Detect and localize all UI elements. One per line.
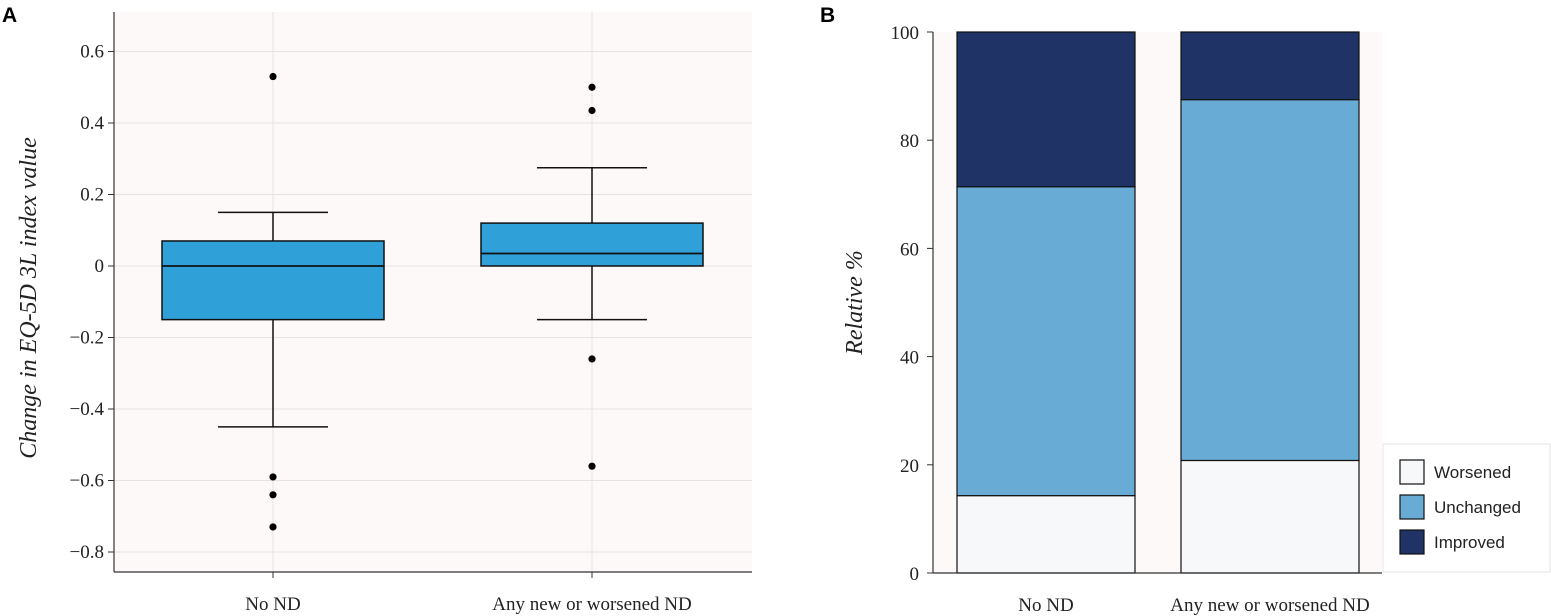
legend-label-improved: Improved: [1434, 533, 1505, 552]
boxplot-boxes: [161, 72, 704, 531]
legend-swatch-worsened: [1399, 459, 1425, 485]
outlier-point-2: [269, 491, 277, 499]
boxplot-axes: [113, 12, 752, 573]
panel-a-label: A: [2, 4, 17, 27]
y-tick-label-1: 0.4: [80, 113, 104, 134]
x-tick-label-any-new-or-worsened-nd: Any new or worsened ND: [1170, 595, 1369, 616]
outlier-point-1: [269, 473, 277, 481]
y-tick-label-7: −0.8: [70, 542, 104, 563]
y-tick-label-2: 0.2: [80, 185, 104, 206]
panel-b-label: B: [820, 4, 835, 27]
legend-swatch-unchanged: [1399, 494, 1425, 520]
y-tick-label-4: −0.2: [70, 328, 104, 349]
stacked-bar-y-axis-title: Relative %: [842, 250, 868, 356]
y-tick-label-6: −0.6: [70, 471, 104, 492]
legend-label-unchanged: Unchanged: [1434, 498, 1521, 517]
iqr-box: [480, 222, 704, 267]
boxplot-y-ticks: 0.6 0.4 0.2 0 −0.2 −0.4 −0.6 −0.8: [70, 42, 114, 563]
legend-label-worsened: Worsened: [1434, 463, 1511, 482]
box-any-new-or-worsened-nd: [480, 83, 704, 470]
stacked-bar-panel: 0 20 40 60 80 100 No ND Any new or worsened ND…: [842, 23, 1551, 616]
bar-segment-worsened: [956, 495, 1136, 574]
y-tick-label-3: 60: [900, 239, 919, 260]
legend: Worsened Unchanged Improved: [1382, 443, 1551, 573]
y-tick-label-3: 0: [95, 256, 105, 277]
stacked-bars: [956, 31, 1360, 574]
stacked-bar-y-ticks: 0 20 40 60 80 100: [891, 23, 933, 585]
y-tick-label-5: 100: [891, 23, 920, 44]
y-tick-label-2: 40: [900, 348, 919, 369]
bar-segment-unchanged: [956, 186, 1136, 497]
boxplot-panel: 0.6 0.4 0.2 0 −0.2 −0.4 −0.6 −0.8 No ND Any new …: [16, 12, 752, 615]
bar-segment-improved: [1180, 31, 1360, 101]
y-tick-label-0: 0: [910, 564, 920, 585]
legend-swatch-improved: [1399, 529, 1425, 555]
boxplot-x-ticks: No ND Any new or worsened ND: [245, 572, 692, 615]
bar-segment-worsened: [1180, 459, 1360, 574]
y-tick-label-1: 20: [900, 456, 919, 477]
x-tick-label-no-nd: No ND: [245, 594, 300, 615]
outlier-point-3: [269, 523, 277, 531]
stacked-bar-axes: [932, 32, 1382, 574]
y-tick-label-0: 0.6: [80, 42, 104, 63]
outlier-point-3: [588, 462, 596, 470]
iqr-box: [161, 240, 385, 321]
outlier-point-0: [269, 72, 277, 81]
outlier-point-2: [588, 355, 596, 363]
bar-segment-improved: [956, 31, 1136, 188]
y-tick-label-5: −0.4: [70, 399, 105, 420]
stacked-bar-x-ticks: No ND Any new or worsened ND: [1018, 595, 1369, 616]
outlier-point-0: [588, 83, 596, 91]
bar-segment-unchanged: [1180, 99, 1360, 462]
y-tick-label-4: 80: [900, 131, 919, 152]
boxplot-y-axis-title: Change in EQ-5D 3L index value: [16, 137, 42, 459]
outlier-point-1: [588, 106, 596, 115]
box-no-nd: [161, 72, 385, 531]
x-tick-label-no-nd: No ND: [1018, 595, 1073, 616]
bar-no-nd: [956, 31, 1136, 574]
bar-any-new-or-worsened-nd: [1180, 31, 1360, 574]
x-tick-label-any-new-or-worsened-nd: Any new or worsened ND: [492, 594, 691, 615]
